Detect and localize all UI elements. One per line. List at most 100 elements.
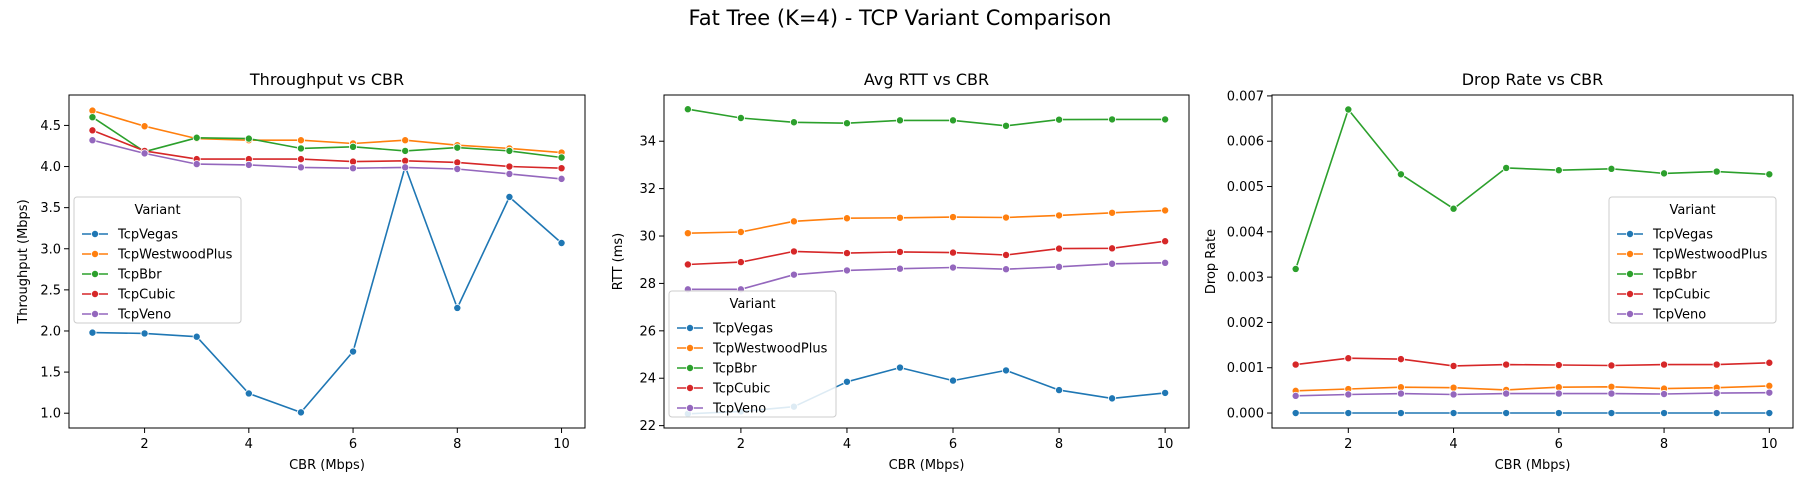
series-line bbox=[687, 209, 1166, 234]
data-point bbox=[1344, 354, 1353, 363]
legend-item-tcpbbr: TcpBbr bbox=[82, 268, 162, 283]
data-point bbox=[895, 116, 904, 125]
data-point bbox=[1396, 389, 1405, 398]
legend-label: TcpWestwoodPlus bbox=[1652, 248, 1768, 263]
y-tick-label: 0.000 bbox=[1227, 407, 1264, 422]
x-axis-label: CBR (Mbps) bbox=[1495, 458, 1571, 473]
y-tick-label: 22 bbox=[639, 419, 656, 434]
legend-title: Variant bbox=[729, 297, 775, 312]
series-line bbox=[687, 240, 1166, 266]
y-tick-label: 30 bbox=[639, 230, 656, 245]
data-point bbox=[1607, 382, 1616, 391]
data-point bbox=[1396, 170, 1405, 179]
y-tick-label: 1.5 bbox=[40, 366, 61, 381]
legend-label: TcpBbr bbox=[1652, 268, 1697, 283]
data-point bbox=[1712, 360, 1721, 369]
legend-item-tcpvegas: TcpVegas bbox=[677, 322, 773, 337]
data-point bbox=[1291, 391, 1300, 400]
data-point bbox=[1396, 409, 1405, 418]
data-point bbox=[1055, 211, 1064, 220]
legend-item-tcpwestwoodplus: TcpWestwoodPlus bbox=[1617, 248, 1768, 263]
x-tick-label: 4 bbox=[1449, 437, 1457, 452]
data-point bbox=[244, 134, 253, 143]
series-tcpwestwoodplus bbox=[683, 206, 1170, 238]
x-axis-label: CBR (Mbps) bbox=[289, 458, 365, 473]
data-point bbox=[557, 153, 566, 162]
data-point bbox=[1002, 265, 1011, 274]
data-point bbox=[1449, 383, 1458, 392]
data-point bbox=[1002, 250, 1011, 259]
data-point bbox=[1660, 409, 1669, 418]
data-point bbox=[1161, 115, 1170, 124]
data-point bbox=[949, 116, 958, 125]
legend-title: Variant bbox=[134, 203, 180, 218]
series-tcpvegas bbox=[1291, 409, 1774, 418]
y-tick-label: 3.5 bbox=[40, 201, 61, 216]
legend-box bbox=[668, 290, 837, 418]
series-tcpcubic bbox=[683, 237, 1170, 269]
data-point bbox=[842, 214, 851, 223]
data-point bbox=[140, 149, 149, 158]
data-point bbox=[842, 377, 851, 386]
x-tick-label: 2 bbox=[1344, 437, 1352, 452]
legend-label: TcpWestwoodPlus bbox=[712, 342, 828, 357]
series-line bbox=[1295, 357, 1770, 367]
series-tcpveno bbox=[683, 258, 1170, 294]
data-point bbox=[1449, 361, 1458, 370]
data-point bbox=[1291, 409, 1300, 418]
data-point bbox=[192, 160, 201, 169]
data-point bbox=[140, 329, 149, 338]
legend-swatch-marker bbox=[91, 249, 100, 258]
data-point bbox=[401, 156, 410, 165]
series-line bbox=[92, 116, 562, 159]
data-point bbox=[1554, 166, 1563, 175]
x-tick-label: 10 bbox=[1761, 437, 1778, 452]
data-point bbox=[505, 192, 514, 201]
data-point bbox=[1002, 366, 1011, 375]
data-point bbox=[1108, 394, 1117, 403]
legend-label: TcpVegas bbox=[117, 228, 178, 243]
y-tick-label: 24 bbox=[639, 372, 656, 387]
series-line bbox=[1295, 385, 1770, 392]
x-tick-label: 8 bbox=[1055, 437, 1063, 452]
data-point bbox=[1502, 360, 1511, 369]
x-axis-label: CBR (Mbps) bbox=[889, 458, 965, 473]
data-point bbox=[842, 266, 851, 275]
data-point bbox=[192, 133, 201, 142]
data-point bbox=[1108, 208, 1117, 217]
legend-item-tcpwestwoodplus: TcpWestwoodPlus bbox=[82, 248, 233, 263]
data-point bbox=[401, 136, 410, 145]
x-tick-label: 6 bbox=[349, 437, 357, 452]
data-point bbox=[557, 238, 566, 247]
legend-swatch-marker bbox=[91, 289, 100, 298]
data-point bbox=[88, 126, 97, 135]
legend-box bbox=[73, 196, 242, 324]
data-point bbox=[401, 163, 410, 172]
data-point bbox=[1108, 259, 1117, 268]
data-point bbox=[1712, 409, 1721, 418]
data-point bbox=[88, 113, 97, 122]
data-point bbox=[1765, 388, 1774, 397]
chart-panel-3: Drop Rate vs CBR 2 4 6 8 10 0.000 0.001 0.002 0.0… bbox=[1204, 70, 1794, 473]
data-point bbox=[1660, 169, 1669, 178]
y-tick-label: 34 bbox=[639, 135, 656, 150]
x-tick-label: 8 bbox=[453, 437, 461, 452]
legend-label: TcpCubic bbox=[712, 382, 770, 397]
data-point bbox=[895, 264, 904, 273]
series-tcpveno bbox=[88, 136, 566, 183]
data-point bbox=[1055, 244, 1064, 253]
x-tick-label: 10 bbox=[1157, 437, 1174, 452]
data-point bbox=[895, 247, 904, 256]
legend-swatch-marker bbox=[1626, 309, 1635, 318]
data-point bbox=[949, 213, 958, 222]
legend-swatch-marker bbox=[686, 323, 695, 332]
legend: Variant TcpVegas TcpWestwoodPlus TcpBbr TcpC… bbox=[73, 196, 242, 324]
figure-title: Fat Tree (K=4) - TCP Variant Comparison bbox=[688, 6, 1112, 30]
data-point bbox=[895, 363, 904, 372]
y-tick-label: 4.5 bbox=[40, 119, 61, 134]
data-point bbox=[88, 136, 97, 145]
legend-item-tcpwestwoodplus: TcpWestwoodPlus bbox=[677, 342, 828, 357]
legend-item-tcpveno: TcpVeno bbox=[677, 402, 766, 417]
data-point bbox=[1607, 361, 1616, 370]
